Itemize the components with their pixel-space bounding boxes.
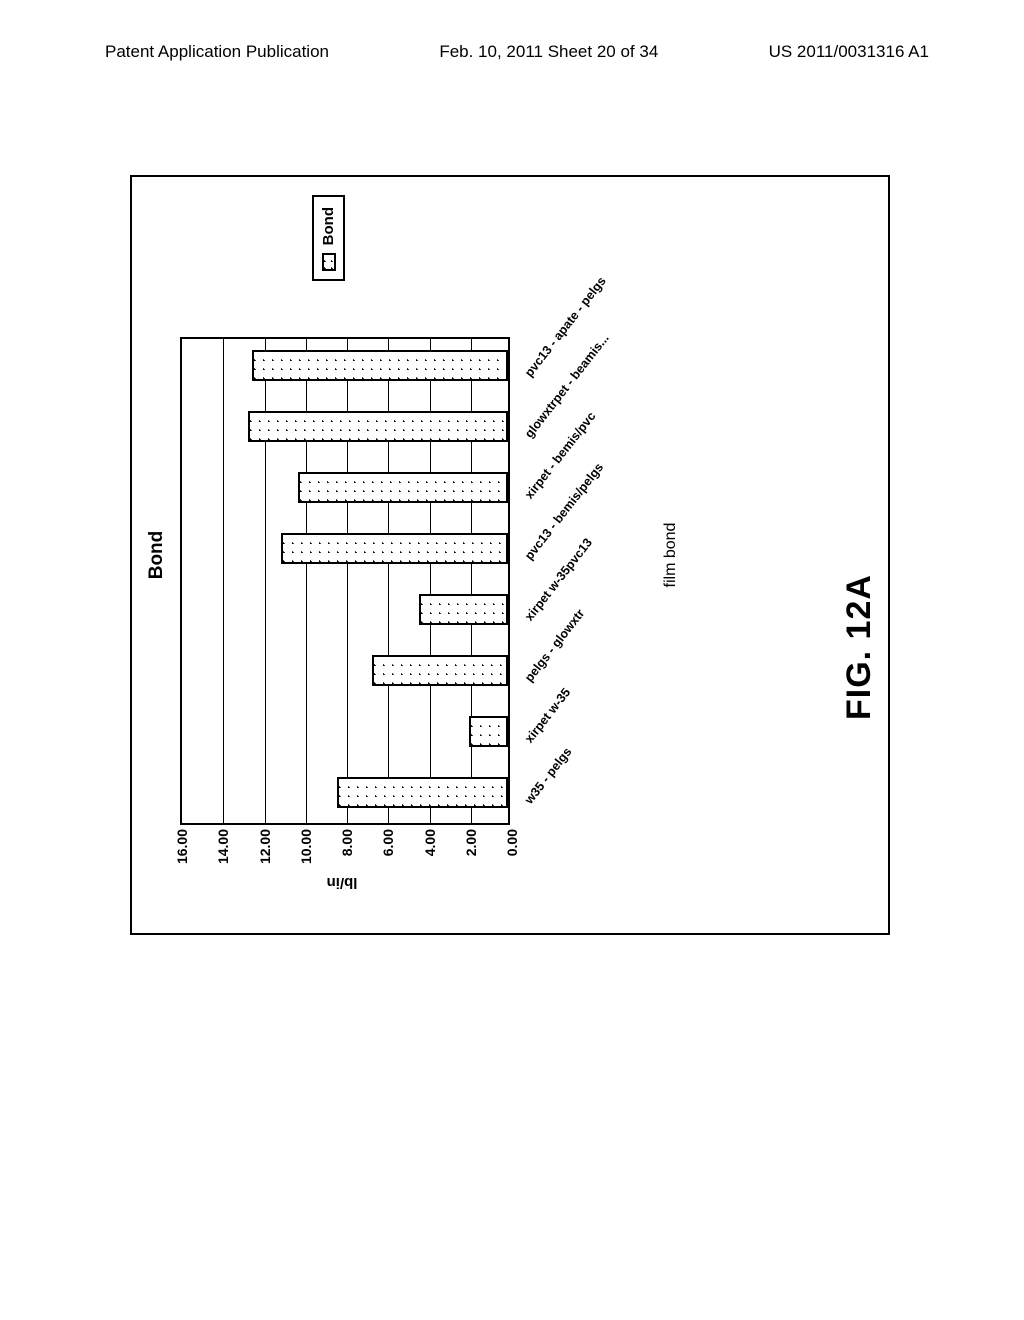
bar (248, 411, 508, 443)
bar (337, 777, 508, 809)
bar (469, 716, 508, 748)
y-axis-label: lb/in (327, 874, 358, 891)
y-tick-label: 16.00 (174, 829, 190, 864)
bar (281, 533, 508, 565)
x-axis-label: film bond (662, 177, 680, 933)
y-tick-label: 2.00 (463, 829, 479, 856)
category-label: xirpet w-35 (522, 686, 573, 746)
category-label: w35 - pelgs (522, 745, 575, 807)
figure-label: FIG. 12A (840, 574, 879, 720)
bar (419, 594, 508, 626)
category-label: glowxtrpet - beamis... (522, 332, 612, 441)
bar (298, 472, 508, 504)
y-tick-label: 12.00 (257, 829, 273, 864)
header-right: US 2011/0031316 A1 (769, 42, 929, 62)
gridline (223, 339, 224, 823)
y-tick-label: 6.00 (380, 829, 396, 856)
y-tick-label: 4.00 (422, 829, 438, 856)
y-tick-label: 14.00 (215, 829, 231, 864)
bar (252, 350, 508, 382)
y-tick-label: 10.00 (298, 829, 314, 864)
legend: Bond (312, 195, 345, 281)
bar (372, 655, 508, 687)
legend-label: Bond (320, 207, 337, 245)
legend-swatch-icon (322, 253, 336, 271)
chart-rotated-frame: Bond lb/in 0.002.004.006.008.0010.0012.0… (130, 175, 890, 935)
page-header: Patent Application Publication Feb. 10, … (0, 42, 1024, 62)
chart-border: Bond lb/in 0.002.004.006.008.0010.0012.0… (130, 175, 890, 935)
plot-container: 0.002.004.006.008.0010.0012.0014.0016.00… (180, 337, 510, 825)
y-tick-label: 0.00 (504, 829, 520, 856)
category-label: pvc13 - apate - pelgs (522, 275, 609, 381)
y-tick-label: 8.00 (339, 829, 355, 856)
chart-title: Bond (146, 177, 168, 933)
header-center: Feb. 10, 2011 Sheet 20 of 34 (439, 42, 658, 62)
header-left: Patent Application Publication (105, 42, 329, 62)
plot-area: 0.002.004.006.008.0010.0012.0014.0016.00… (180, 337, 510, 825)
